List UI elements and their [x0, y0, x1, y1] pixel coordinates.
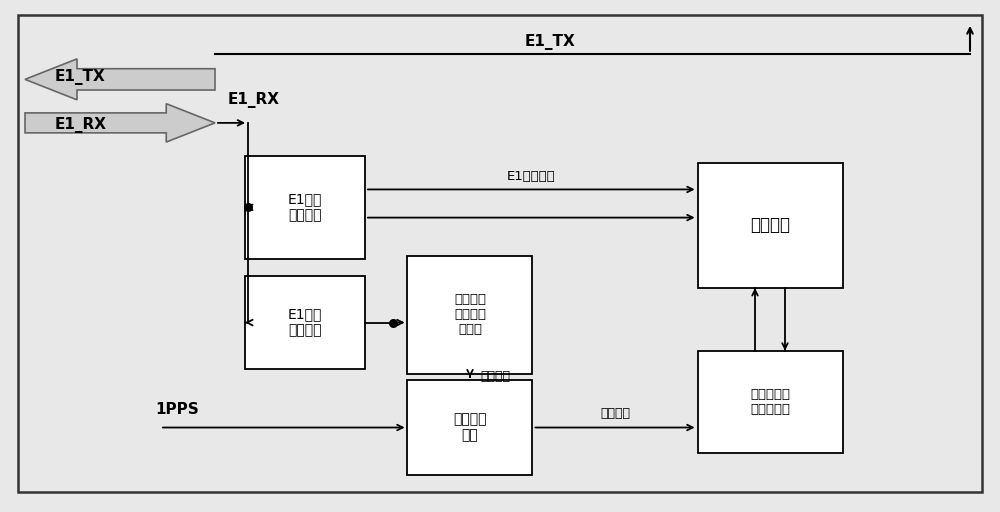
Text: 准时点标
志信号生
成单元: 准时点标 志信号生 成单元: [454, 293, 486, 336]
FancyBboxPatch shape: [698, 163, 843, 288]
FancyBboxPatch shape: [245, 276, 365, 369]
Text: 内存储器: 内存储器: [750, 216, 790, 234]
Text: E1接收数据: E1接收数据: [507, 170, 556, 183]
Polygon shape: [25, 103, 215, 142]
Text: E1信号
检测单元: E1信号 检测单元: [288, 308, 322, 337]
FancyBboxPatch shape: [245, 156, 365, 259]
Text: E1_TX: E1_TX: [525, 34, 575, 50]
Text: E1_RX: E1_RX: [55, 117, 107, 134]
FancyBboxPatch shape: [408, 256, 532, 374]
Text: E1_RX: E1_RX: [228, 92, 280, 108]
Text: 标识信号: 标识信号: [480, 371, 510, 383]
FancyBboxPatch shape: [698, 351, 843, 453]
Polygon shape: [25, 59, 215, 100]
Text: 1PPS: 1PPS: [155, 402, 199, 417]
FancyBboxPatch shape: [408, 380, 532, 475]
Text: 时标数据: 时标数据: [600, 407, 630, 420]
Text: 时钟计数
单元: 时钟计数 单元: [453, 413, 487, 442]
Text: E1_TX: E1_TX: [55, 69, 106, 85]
Text: E1数据
提取单元: E1数据 提取单元: [288, 193, 322, 222]
FancyBboxPatch shape: [18, 15, 982, 492]
Text: 时间报文修
正处理单元: 时间报文修 正处理单元: [750, 388, 790, 416]
